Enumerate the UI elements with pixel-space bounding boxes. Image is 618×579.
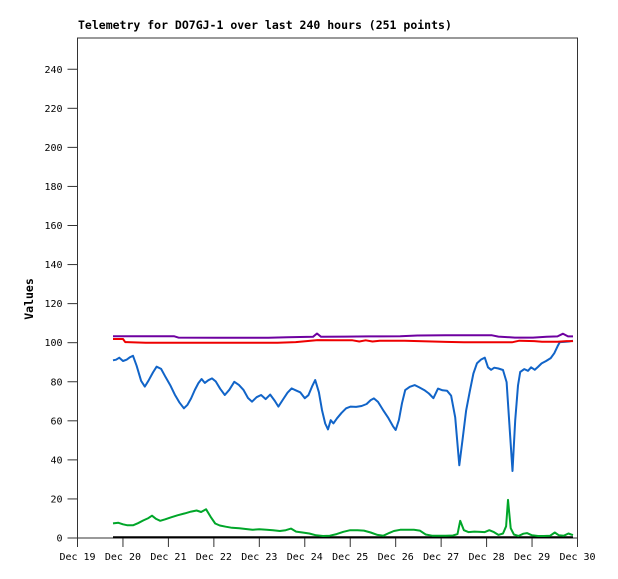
y-tick-label: 240: [44, 65, 62, 76]
x-tick-label: Dec 27: [423, 552, 459, 563]
y-axis-title: Values: [22, 278, 36, 320]
series-red-line: [113, 338, 573, 344]
y-tick-label: 20: [50, 494, 62, 505]
y-tick-label: 60: [50, 416, 62, 427]
y-tick-label: 140: [44, 260, 62, 271]
x-tick-label: Dec 25: [332, 552, 368, 563]
chart-title: Telemetry for DO7GJ-1 over last 240 hour…: [78, 18, 452, 32]
series-green-line: [112, 498, 574, 537]
y-tick-label: 120: [44, 299, 62, 310]
y-tick-label: 80: [50, 377, 62, 388]
x-tick-label: Dec 19: [59, 552, 95, 563]
y-tick-label: 100: [44, 338, 62, 349]
x-tick-label: Dec 29: [514, 552, 550, 563]
y-tick-label: 160: [44, 221, 62, 232]
y-tick-label: 220: [44, 104, 62, 115]
x-tick-label: Dec 21: [150, 552, 186, 563]
x-tick-label: Dec 20: [105, 552, 141, 563]
x-tick-label: Dec 26: [378, 552, 414, 563]
y-tick-label: 0: [56, 534, 62, 545]
x-tick-label: Dec 24: [287, 552, 323, 563]
series-blue-line: [112, 339, 574, 472]
x-tick-label: Dec 28: [469, 552, 505, 563]
series-purple-line: [113, 332, 573, 339]
x-tick-label: Dec 22: [196, 552, 232, 563]
y-tick-label: 200: [44, 143, 62, 154]
x-tick-label: Dec 30: [559, 552, 595, 563]
x-tick-label: Dec 23: [241, 552, 277, 563]
plot-border: [77, 37, 578, 539]
y-tick-label: 180: [44, 182, 62, 193]
y-tick-label: 40: [50, 455, 62, 466]
